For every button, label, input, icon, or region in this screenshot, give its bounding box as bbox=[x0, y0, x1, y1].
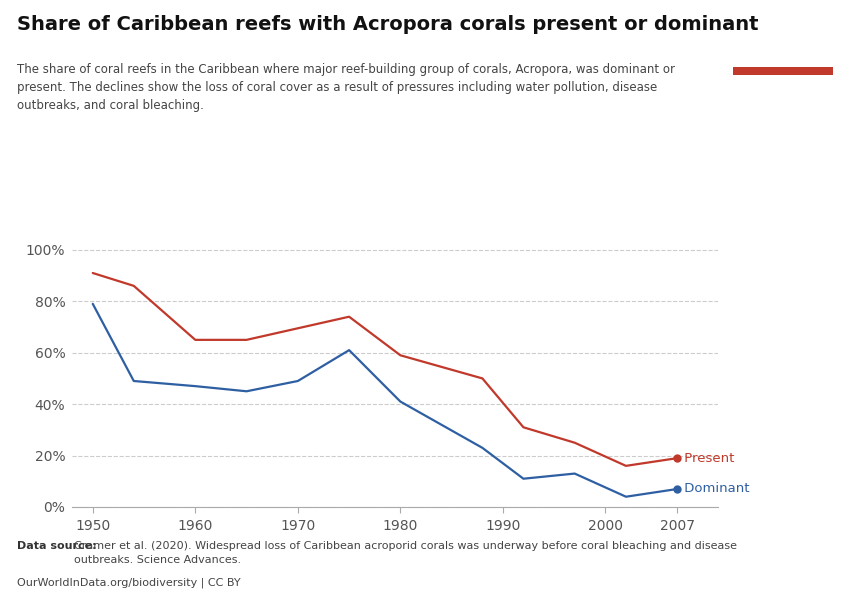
Text: Data source:: Data source: bbox=[17, 541, 100, 551]
Text: The share of coral reefs in the Caribbean where major reef-building group of cor: The share of coral reefs in the Caribbea… bbox=[17, 63, 675, 112]
Text: Share of Caribbean reefs with Acropora corals present or dominant: Share of Caribbean reefs with Acropora c… bbox=[17, 15, 758, 34]
Text: Present: Present bbox=[680, 452, 734, 464]
Bar bbox=[733, 67, 833, 75]
Text: Cramer et al. (2020). Widespread loss of Caribbean acroporid corals was underway: Cramer et al. (2020). Widespread loss of… bbox=[75, 541, 738, 565]
Text: Dominant: Dominant bbox=[680, 482, 750, 496]
Text: in Data: in Data bbox=[759, 44, 807, 58]
Text: OurWorldInData.org/biodiversity | CC BY: OurWorldInData.org/biodiversity | CC BY bbox=[17, 577, 241, 588]
Text: Our World: Our World bbox=[750, 26, 816, 38]
